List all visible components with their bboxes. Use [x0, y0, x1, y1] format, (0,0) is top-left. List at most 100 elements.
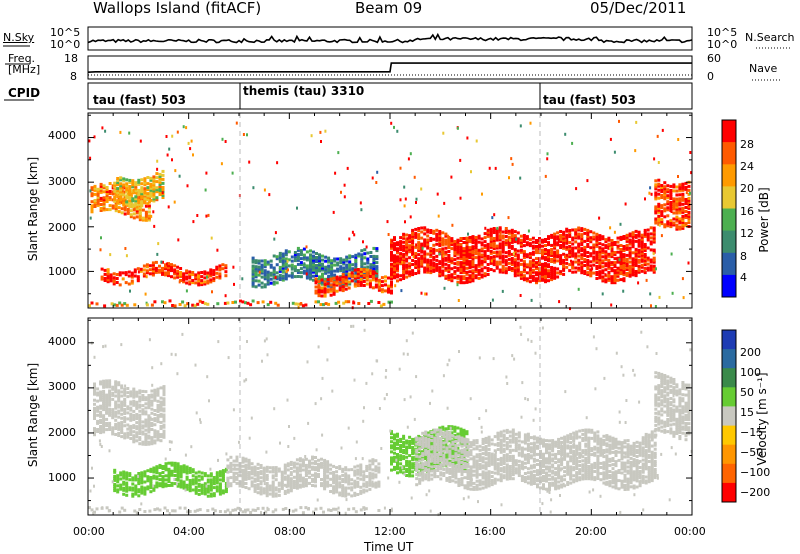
heatmap-cell: [589, 252, 593, 256]
heatmap-cell: [129, 433, 133, 436]
heatmap-cell: [427, 439, 431, 443]
heatmap-cell: [420, 456, 424, 460]
heatmap-cell: [426, 431, 430, 435]
heatmap-cell: [102, 398, 106, 401]
heatmap-cell: [120, 424, 124, 428]
heatmap-cell: [438, 461, 442, 464]
heatmap-cell: [474, 266, 478, 270]
heatmap-cell: [377, 284, 381, 288]
heatmap-cell: [322, 303, 325, 307]
heatmap-cell: [126, 209, 130, 213]
heatmap-cell: [663, 223, 667, 227]
heatmap-cell: [324, 283, 327, 286]
heatmap-cell: [314, 466, 317, 470]
heatmap-cell: [359, 279, 363, 283]
heatmap-cell: [320, 484, 323, 488]
heatmap-cell: [408, 454, 412, 458]
heatmap-cell: [323, 487, 327, 491]
heatmap-cell: [495, 264, 499, 268]
heatmap-cell: [610, 245, 614, 249]
heatmap-cell: [134, 486, 138, 490]
heatmap-cell: [571, 228, 575, 232]
heatmap-cell: [323, 292, 327, 296]
heatmap-cell: [374, 285, 378, 289]
heatmap-cell: [598, 242, 602, 246]
heatmap-cell: [663, 193, 667, 197]
heatmap-cell: [341, 492, 345, 496]
heatmap-cell: [547, 237, 550, 241]
heatmap-cell: [335, 486, 339, 490]
heatmap-cell: [359, 465, 363, 469]
heatmap-cell: [390, 456, 393, 460]
heatmap-cell: [100, 277, 104, 281]
heatmap-cell: [421, 472, 425, 476]
heatmap-cell: [687, 215, 691, 218]
heatmap-cell: [377, 484, 381, 488]
heatmap-cell: [456, 432, 460, 436]
heatmap-cell: [504, 251, 508, 255]
heatmap-cell: [450, 239, 454, 243]
heatmap-cell: [387, 290, 390, 294]
heatmap-cell: [486, 273, 490, 276]
heatmap-cell: [522, 270, 526, 274]
heatmap-cell: [628, 234, 632, 238]
heatmap-cell: [465, 262, 469, 266]
heatmap-cell: [372, 246, 376, 250]
heatmap-cell: [598, 276, 602, 280]
heatmap-cell: [477, 234, 481, 238]
heatmap-cell: [152, 470, 156, 474]
heatmap-cell: [320, 465, 323, 469]
heatmap-cell: [522, 256, 526, 260]
heatmap-cell: [528, 280, 532, 284]
heatmap-cell: [681, 196, 685, 200]
heatmap-cell: [613, 230, 616, 234]
heatmap-cell: [335, 480, 339, 484]
heatmap-cell: [167, 484, 171, 487]
heatmap-cell: [330, 265, 334, 269]
heatmap-cell: [266, 272, 270, 276]
heatmap-cell: [365, 475, 369, 479]
heatmap-cell: [324, 277, 328, 281]
heatmap-cell: [570, 259, 572, 263]
heatmap-cell: [254, 259, 258, 263]
heatmap-cell: [149, 486, 153, 490]
heatmap-cell: [179, 271, 183, 274]
heatmap-cell: [489, 268, 493, 271]
heatmap-cell: [650, 304, 652, 308]
heatmap-cell: [451, 446, 455, 450]
heatmap-cell: [390, 280, 393, 284]
heatmap-cell: [495, 244, 499, 248]
power-cbar-tick-16: 16: [740, 205, 754, 218]
heatmap-cell: [559, 246, 563, 249]
heatmap-cell: [99, 410, 103, 414]
heatmap-cell: [654, 209, 658, 213]
heatmap-cell: [390, 430, 393, 434]
heatmap-cell: [262, 477, 266, 481]
heatmap-cell: [93, 412, 96, 416]
heatmap-cell: [562, 272, 566, 276]
heatmap-cell: [432, 229, 436, 233]
heatmap-cell: [447, 260, 451, 263]
heatmap-cell: [460, 450, 464, 454]
heatmap-cell: [439, 432, 443, 436]
heatmap-cell: [592, 251, 596, 255]
heatmap-cell: [433, 448, 437, 452]
heatmap-cell: [119, 182, 123, 186]
heatmap-cell: [414, 235, 418, 239]
heatmap-cell: [353, 276, 357, 280]
heatmap-cell: [143, 492, 147, 496]
heatmap-cell: [448, 445, 452, 449]
heatmap-cell: [147, 422, 151, 426]
heatmap-cell: [429, 462, 433, 466]
heatmap-cell: [318, 267, 321, 271]
heatmap-cell: [457, 467, 461, 471]
heatmap-cell: [238, 468, 242, 472]
heatmap-cell: [265, 486, 269, 490]
heatmap-cell: [402, 467, 406, 471]
heatmap-cell: [290, 267, 294, 271]
heatmap-cell: [261, 300, 265, 304]
heatmap-cell: [129, 392, 133, 396]
heatmap-cell: [454, 446, 458, 450]
heatmap-cell: [417, 237, 421, 241]
heatmap-cell: [535, 251, 538, 255]
